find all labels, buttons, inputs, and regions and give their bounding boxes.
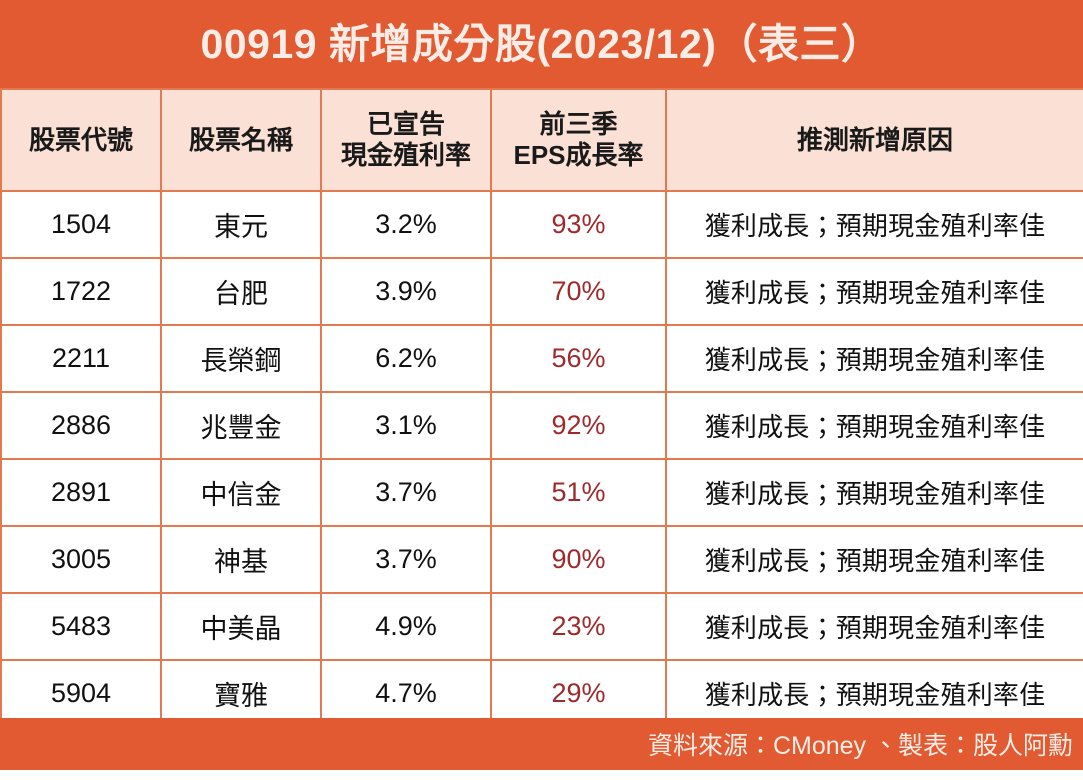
cell-reason: 獲利成長；預期現金殖利率佳 xyxy=(665,190,1083,259)
cell-dividend-yield: 3.1% xyxy=(320,391,492,460)
cell-reason: 獲利成長；預期現金殖利率佳 xyxy=(665,525,1083,594)
cell-reason: 獲利成長；預期現金殖利率佳 xyxy=(665,592,1083,661)
bottom-white-strip xyxy=(0,770,1083,780)
column-header-dividend-yield-line2: 現金殖利率 xyxy=(340,140,471,170)
stock-table: 股票代號 股票名稱 已宣告 現金殖利率 前三季 EPS成長率 推測新增原因 xyxy=(0,88,1083,728)
table-row: 1722 台肥 3.9% 70% 獲利成長；預期現金殖利率佳 xyxy=(0,257,1083,326)
column-header-dividend-yield-line1: 已宣告 xyxy=(366,109,445,140)
cell-stock-name: 中美晶 xyxy=(160,592,322,661)
cell-reason: 獲利成長；預期現金殖利率佳 xyxy=(665,458,1083,527)
cell-reason: 獲利成長；預期現金殖利率佳 xyxy=(665,659,1083,728)
cell-eps-growth: 29% xyxy=(490,659,667,728)
cell-stock-name: 長榮鋼 xyxy=(160,324,322,393)
cell-stock-name: 寶雅 xyxy=(160,659,322,728)
column-header-dividend-yield: 已宣告 現金殖利率 xyxy=(320,88,492,192)
table-header-row: 股票代號 股票名稱 已宣告 現金殖利率 前三季 EPS成長率 推測新增原因 xyxy=(0,88,1083,192)
cell-stock-code: 2211 xyxy=(0,324,162,393)
cell-stock-name: 兆豐金 xyxy=(160,391,322,460)
table-row: 1504 東元 3.2% 93% 獲利成長；預期現金殖利率佳 xyxy=(0,190,1083,259)
cell-reason: 獲利成長；預期現金殖利率佳 xyxy=(665,324,1083,393)
cell-dividend-yield: 3.9% xyxy=(320,257,492,326)
cell-stock-name: 東元 xyxy=(160,190,322,259)
column-header-eps-growth: 前三季 EPS成長率 xyxy=(490,88,667,192)
cell-dividend-yield: 3.2% xyxy=(320,190,492,259)
cell-eps-growth: 90% xyxy=(490,525,667,594)
cell-eps-growth: 93% xyxy=(490,190,667,259)
cell-reason: 獲利成長；預期現金殖利率佳 xyxy=(665,391,1083,460)
page-title: 00919 新增成分股(2023/12)（表三） xyxy=(200,20,883,67)
stock-table-container: 股票代號 股票名稱 已宣告 現金殖利率 前三季 EPS成長率 推測新增原因 xyxy=(0,88,1083,728)
column-header-eps-growth-line2: EPS成長率 xyxy=(513,140,644,170)
cell-stock-code: 5904 xyxy=(0,659,162,728)
cell-stock-code: 5483 xyxy=(0,592,162,661)
cell-eps-growth: 56% xyxy=(490,324,667,393)
table-row: 2891 中信金 3.7% 51% 獲利成長；預期現金殖利率佳 xyxy=(0,458,1083,527)
column-header-reason-line1: 推測新增原因 xyxy=(796,124,953,155)
cell-stock-name: 台肥 xyxy=(160,257,322,326)
cell-stock-name: 神基 xyxy=(160,525,322,594)
table-row: 3005 神基 3.7% 90% 獲利成長；預期現金殖利率佳 xyxy=(0,525,1083,594)
cell-eps-growth: 23% xyxy=(490,592,667,661)
column-header-stock-name-line1: 股票名稱 xyxy=(188,124,293,155)
table-header: 股票代號 股票名稱 已宣告 現金殖利率 前三季 EPS成長率 推測新增原因 xyxy=(0,88,1083,192)
cell-stock-code: 1504 xyxy=(0,190,162,259)
column-header-stock-code: 股票代號 xyxy=(0,88,162,192)
cell-eps-growth: 70% xyxy=(490,257,667,326)
table-row: 5904 寶雅 4.7% 29% 獲利成長；預期現金殖利率佳 xyxy=(0,659,1083,728)
cell-dividend-yield: 3.7% xyxy=(320,525,492,594)
cell-eps-growth: 92% xyxy=(490,391,667,460)
cell-dividend-yield: 3.7% xyxy=(320,458,492,527)
cell-stock-name: 中信金 xyxy=(160,458,322,527)
source-credit-text: 資料來源：CMoney 、製表：股人阿勳 xyxy=(647,732,1073,760)
cell-stock-code: 1722 xyxy=(0,257,162,326)
title-bar: 00919 新增成分股(2023/12)（表三） xyxy=(0,0,1083,88)
cell-dividend-yield: 4.7% xyxy=(320,659,492,728)
footer-bar: 資料來源：CMoney 、製表：股人阿勳 xyxy=(0,718,1083,770)
cell-stock-code: 2891 xyxy=(0,458,162,527)
column-header-eps-growth-line1: 前三季 xyxy=(539,109,618,140)
table-row: 5483 中美晶 4.9% 23% 獲利成長；預期現金殖利率佳 xyxy=(0,592,1083,661)
table-row: 2886 兆豐金 3.1% 92% 獲利成長；預期現金殖利率佳 xyxy=(0,391,1083,460)
column-header-stock-code-line1: 股票代號 xyxy=(28,124,133,155)
column-header-stock-name: 股票名稱 xyxy=(160,88,322,192)
cell-stock-code: 3005 xyxy=(0,525,162,594)
cell-dividend-yield: 4.9% xyxy=(320,592,492,661)
table-row: 2211 長榮鋼 6.2% 56% 獲利成長；預期現金殖利率佳 xyxy=(0,324,1083,393)
table-body: 1504 東元 3.2% 93% 獲利成長；預期現金殖利率佳 1722 台肥 3… xyxy=(0,190,1083,728)
column-header-reason: 推測新增原因 xyxy=(665,88,1083,192)
cell-eps-growth: 51% xyxy=(490,458,667,527)
cell-dividend-yield: 6.2% xyxy=(320,324,492,393)
cell-stock-code: 2886 xyxy=(0,391,162,460)
cell-reason: 獲利成長；預期現金殖利率佳 xyxy=(665,257,1083,326)
